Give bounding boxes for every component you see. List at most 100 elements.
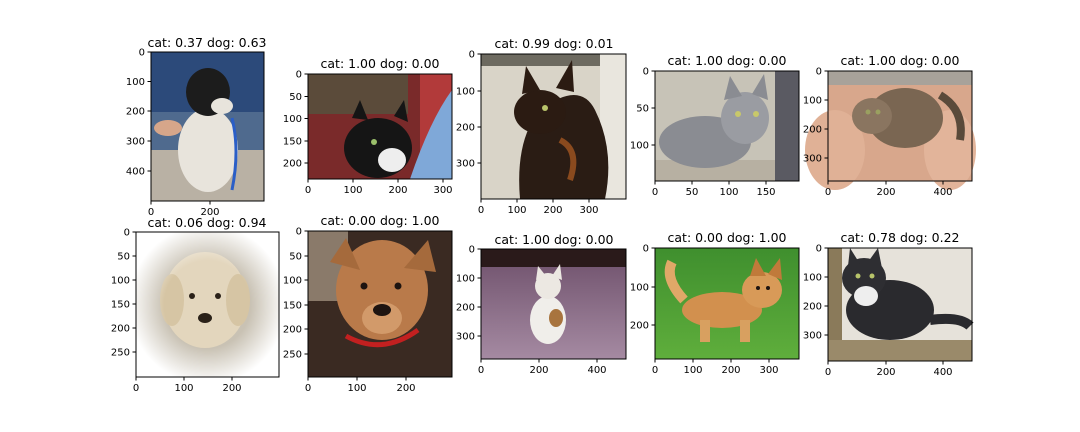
x-ticks: 0 200 400 <box>825 181 953 198</box>
x-tick-label: 0 <box>825 187 831 198</box>
panel-5: cat: 0.06 dog: 0.94 0 100 200 <box>111 215 280 394</box>
y-tick-label: 100 <box>111 276 130 287</box>
x-tick-label: 200 <box>543 205 562 216</box>
panel-3: cat: 1.00 dog: 0.00 0 50 100 150 <box>630 53 800 198</box>
y-tick-label: 0 <box>124 228 130 239</box>
y-tick-label: 200 <box>803 125 822 136</box>
prediction-image <box>308 231 452 377</box>
panel-9: cat: 0.78 dog: 0.22 0 200 400 <box>803 230 974 378</box>
y-tick-label: 200 <box>803 302 822 313</box>
y-ticks: 0 100 200 <box>630 244 655 332</box>
y-tick-label: 100 <box>803 96 822 107</box>
panel-title: cat: 1.00 dog: 0.00 <box>321 56 440 71</box>
x-tick-label: 200 <box>721 365 740 376</box>
x-tick-label: 400 <box>933 187 952 198</box>
panel-1: cat: 1.00 dog: 0.00 0 100 200 300 <box>283 56 453 196</box>
prediction-image <box>481 249 626 359</box>
axes-frame <box>150 51 265 202</box>
y-tick-label: 150 <box>111 300 130 311</box>
y-tick-label: 0 <box>139 48 145 59</box>
panel-title: cat: 1.00 dog: 0.00 <box>668 53 787 68</box>
x-ticks: 0 100 200 300 <box>652 359 779 376</box>
axes-frame <box>827 70 973 182</box>
x-ticks: 0 50 100 150 <box>652 181 776 198</box>
axes-frame <box>307 230 453 378</box>
x-tick-label: 200 <box>388 185 407 196</box>
y-tick-label: 400 <box>126 167 145 178</box>
axes-frame <box>654 70 800 182</box>
x-tick-label: 200 <box>529 365 548 376</box>
x-tick-label: 400 <box>587 365 606 376</box>
y-tick-label: 150 <box>283 301 302 312</box>
y-ticks: 0 100 200 300 400 <box>126 48 151 178</box>
y-tick-label: 0 <box>816 244 822 255</box>
x-ticks: 0 200 400 <box>478 359 607 376</box>
x-tick-label: 200 <box>876 367 895 378</box>
y-tick-label: 200 <box>111 324 130 335</box>
y-ticks: 0 50 100 150 200 250 <box>111 228 136 359</box>
prediction-image <box>151 52 264 201</box>
y-tick-label: 100 <box>803 273 822 284</box>
x-tick-label: 0 <box>652 365 658 376</box>
prediction-image <box>655 248 799 359</box>
axes-frame <box>827 247 973 362</box>
y-tick-label: 300 <box>456 159 475 170</box>
y-tick-label: 250 <box>111 348 130 359</box>
y-tick-label: 100 <box>630 283 649 294</box>
axes-frame <box>307 73 453 180</box>
prediction-image <box>136 232 279 377</box>
x-tick-label: 0 <box>148 207 154 218</box>
x-tick-label: 200 <box>876 187 895 198</box>
panel-title: cat: 0.00 dog: 1.00 <box>668 230 787 245</box>
x-tick-label: 300 <box>579 205 598 216</box>
y-tick-label: 0 <box>296 70 302 81</box>
y-tick-label: 100 <box>126 77 145 88</box>
y-tick-label: 200 <box>456 303 475 314</box>
x-tick-label: 100 <box>507 205 526 216</box>
y-tick-label: 300 <box>803 331 822 342</box>
y-tick-label: 0 <box>643 67 649 78</box>
axes-frame <box>654 247 800 360</box>
y-tick-label: 200 <box>283 159 302 170</box>
panel-title: cat: 0.78 dog: 0.22 <box>841 230 960 245</box>
y-tick-label: 300 <box>803 154 822 165</box>
panel-7: cat: 1.00 dog: 0.00 0 200 400 0 100 <box>456 232 627 376</box>
axes-frame <box>480 248 627 360</box>
y-ticks: 0 50 100 150 200 <box>283 70 308 170</box>
prediction-image <box>308 74 452 179</box>
x-tick-label: 0 <box>305 185 311 196</box>
y-tick-label: 150 <box>283 137 302 148</box>
x-tick-label: 0 <box>652 187 658 198</box>
y-tick-label: 100 <box>283 276 302 287</box>
x-ticks: 0 100 200 300 <box>478 199 599 216</box>
x-tick-label: 100 <box>347 383 366 394</box>
x-tick-label: 400 <box>933 367 952 378</box>
y-tick-label: 0 <box>469 245 475 256</box>
y-tick-label: 200 <box>283 325 302 336</box>
x-ticks: 0 100 200 <box>133 377 242 394</box>
x-tick-label: 200 <box>396 383 415 394</box>
y-tick-label: 50 <box>289 92 302 103</box>
panel-0: cat: 0.37 dog: 0.63 0 200 0 100 20 <box>126 35 267 218</box>
y-tick-label: 200 <box>126 107 145 118</box>
panel-title: cat: 0.99 dog: 0.01 <box>495 36 614 51</box>
prediction-image <box>481 54 626 199</box>
x-tick-label: 100 <box>174 383 193 394</box>
y-tick-label: 0 <box>816 67 822 78</box>
x-tick-label: 100 <box>719 187 738 198</box>
y-tick-label: 300 <box>126 137 145 148</box>
x-tick-label: 0 <box>478 365 484 376</box>
prediction-image <box>828 248 974 361</box>
panel-4: cat: 1.00 dog: 0.00 0 200 400 0 <box>803 53 976 198</box>
x-ticks: 0 100 200 <box>305 377 416 394</box>
panel-2: cat: 0.99 dog: 0.01 0 100 200 300 <box>456 36 627 216</box>
y-tick-label: 50 <box>289 252 302 263</box>
y-ticks: 0 50 100 <box>630 67 655 152</box>
y-tick-label: 0 <box>296 227 302 238</box>
y-ticks: 0 50 100 150 200 250 <box>283 227 308 361</box>
panel-title: cat: 0.06 dog: 0.94 <box>148 215 267 230</box>
x-ticks: 0 100 200 300 <box>305 179 453 196</box>
prediction-image <box>655 71 799 181</box>
y-tick-label: 300 <box>456 332 475 343</box>
